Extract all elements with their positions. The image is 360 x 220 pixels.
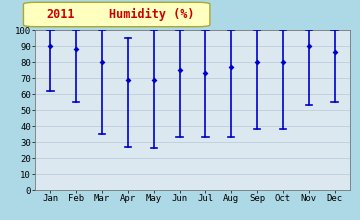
FancyBboxPatch shape [23, 2, 210, 27]
Text: 2011: 2011 [46, 8, 75, 21]
Text: Humidity (%): Humidity (%) [109, 8, 195, 21]
